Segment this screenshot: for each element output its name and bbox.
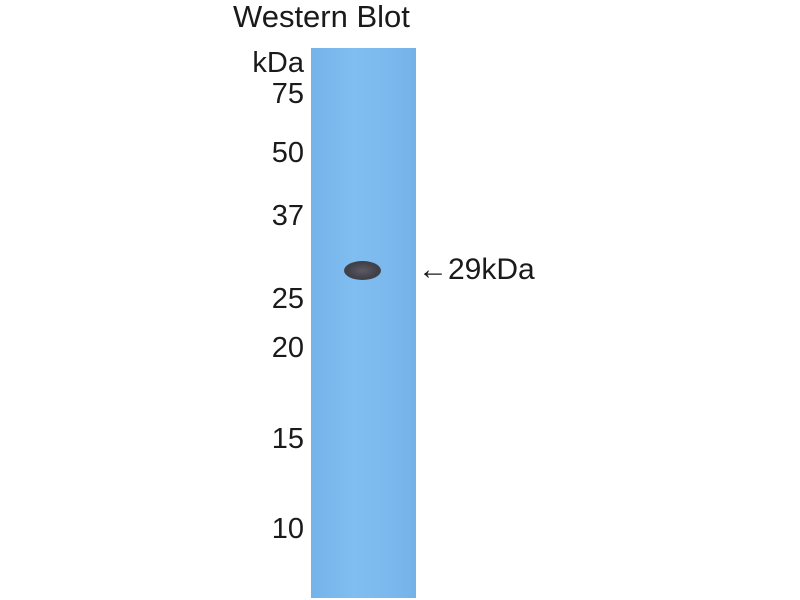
blot-lane <box>311 48 416 598</box>
band-annotation: ←29kDa <box>418 254 535 286</box>
marker-15: 15 <box>271 423 304 455</box>
marker-37: 37 <box>271 200 304 232</box>
marker-25: 25 <box>271 283 304 315</box>
protein-band <box>344 261 381 280</box>
arrow-left-icon: ← <box>418 253 448 286</box>
band-size-label: 29kDa <box>448 253 535 286</box>
marker-10: 10 <box>271 513 304 545</box>
unit-label: kDa <box>252 47 304 79</box>
marker-20: 20 <box>271 332 304 364</box>
marker-75: 75 <box>271 78 304 110</box>
blot-title: Western Blot <box>233 0 410 34</box>
marker-50: 50 <box>271 137 304 169</box>
